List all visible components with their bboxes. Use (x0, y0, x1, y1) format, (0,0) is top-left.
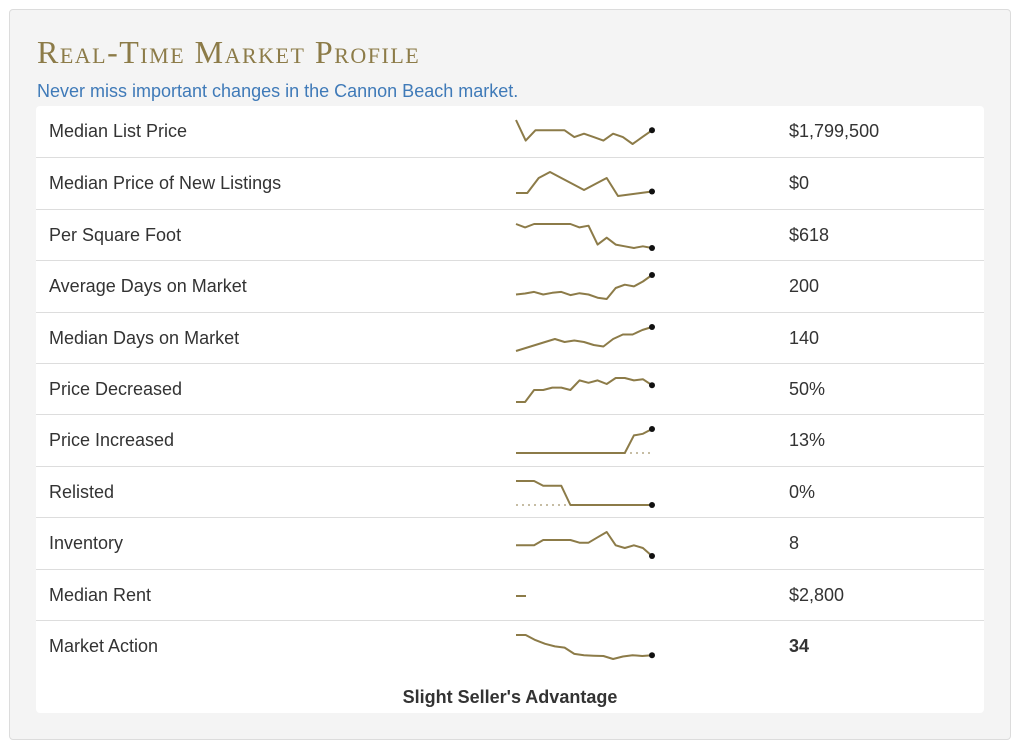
row-label: Market Action (49, 636, 159, 656)
sparkline-endpoint (649, 553, 655, 560)
trend-sparkline (516, 594, 526, 597)
sparkline-endpoint (649, 501, 655, 508)
row-value: 50% (789, 379, 826, 399)
table-row: Median List Price $1,799,500 (36, 106, 984, 157)
table-row: Relisted 0% (36, 465, 984, 517)
row-value: $0 (789, 173, 810, 194)
sparkline-endpoint (649, 244, 655, 251)
sparkline-endpoint (649, 323, 655, 330)
market-subtitle: Never miss important changes in the Cann… (37, 81, 519, 101)
table-row: Price Increased 13% (36, 414, 984, 465)
row-label: Price Decreased (49, 379, 183, 399)
sparkline-line (516, 531, 653, 557)
trend-sparkline (516, 531, 655, 560)
sparkline-line (515, 325, 653, 352)
row-label: Price Increased (49, 430, 175, 451)
table-row: Per Square Foot $618 (36, 208, 984, 260)
row-value: 0% (789, 481, 816, 502)
row-value: 34 (789, 636, 810, 656)
trend-sparkline (516, 426, 655, 455)
table-row: Inventory 8 (36, 517, 984, 568)
sparkline-endpoint (649, 382, 655, 389)
table-row: Price Decreased 50% (36, 363, 984, 414)
sparkline-line (515, 119, 653, 145)
market-profile-panel: Real-Time Market Profile Never miss impo… (9, 9, 1011, 740)
market-action-description: Slight Seller's Advantage (402, 687, 618, 707)
trend-sparkline (516, 479, 655, 508)
row-label: Median Rent (49, 584, 152, 605)
row-label: Median Price of New Listings (49, 173, 282, 194)
row-value: 200 (789, 276, 820, 297)
sparkline-line (515, 274, 653, 301)
trend-sparkline (516, 171, 655, 198)
market-profile-table: Median List Price $1,799,500 Median Price … (36, 106, 984, 713)
sparkline-endpoint (649, 652, 655, 659)
table-row: Median Price of New Listings $0 (36, 157, 984, 208)
sparkline-line (516, 428, 653, 455)
row-label: Average Days on Market (49, 276, 247, 297)
sparkline-line (516, 171, 653, 198)
trend-sparkline (516, 377, 655, 403)
sparkline-endpoint (649, 188, 655, 195)
table-row: Median Days on Market 140 (36, 311, 984, 363)
row-value: 13% (789, 430, 826, 451)
row-label: Median Days on Market (49, 327, 240, 348)
row-label: Relisted (49, 481, 115, 502)
trend-sparkline (516, 634, 655, 660)
sparkline-line (516, 479, 652, 506)
page-title: Real-Time Market Profile (37, 34, 421, 70)
sparkline-line (516, 377, 653, 403)
sparkline-line (515, 222, 653, 249)
sparkline-line (516, 634, 653, 660)
sparkline-endpoint (649, 272, 655, 279)
row-value: $1,799,500 (789, 121, 880, 141)
row-value: $2,800 (789, 584, 845, 605)
row-value: 140 (789, 327, 820, 348)
trend-sparkline (515, 272, 655, 301)
sparkline-endpoint (649, 426, 655, 433)
row-value: 8 (789, 533, 800, 554)
trend-sparkline (515, 323, 655, 352)
row-label: Median List Price (49, 121, 188, 141)
table-row: Average Days on Market 200 (36, 260, 984, 311)
trend-sparkline (515, 119, 655, 145)
trend-sparkline (515, 222, 655, 251)
sparkline-endpoint (649, 127, 655, 134)
table-row: Median Rent $2,800 (36, 568, 984, 620)
row-label: Inventory (49, 533, 124, 554)
row-value: $618 (789, 224, 830, 245)
row-label: Per Square Foot (49, 224, 182, 245)
table-row: Market Action 34 (36, 620, 984, 671)
